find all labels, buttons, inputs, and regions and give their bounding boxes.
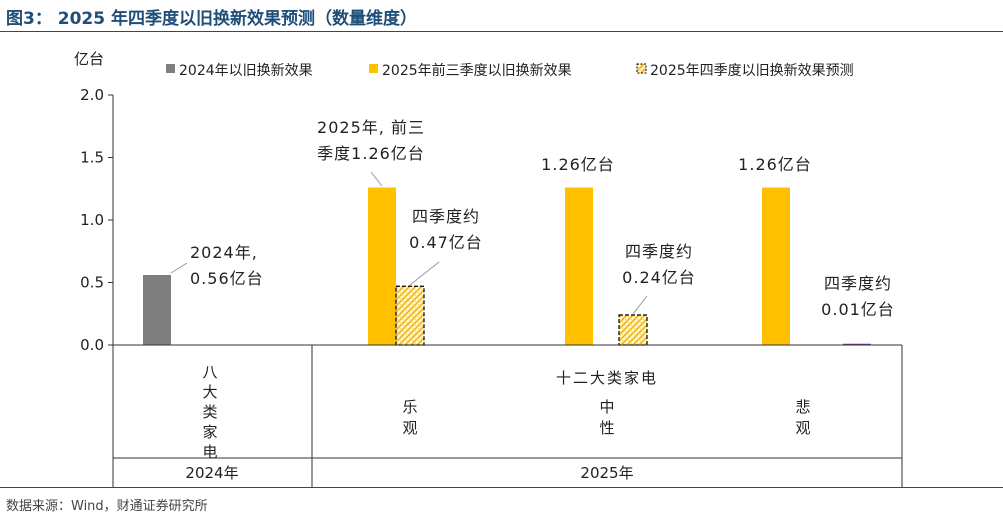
data-label: 1.26亿台 xyxy=(541,155,615,174)
y-tick-label: 0.5 xyxy=(80,274,104,292)
leader-line xyxy=(409,261,440,286)
legend-label: 2025年前三季度以旧换新效果 xyxy=(382,62,572,79)
bar-chart: 亿台 2024年以旧换新效果 2025年前三季度以旧换新效果 2025年四季度以旧换… xyxy=(74,50,903,488)
x-category-label: 大 xyxy=(202,383,217,401)
x-category-label: 类 xyxy=(202,403,217,421)
x-category-label: 性 xyxy=(599,419,614,437)
x-year-label: 2024年 xyxy=(185,464,238,482)
data-label: 四季度约 xyxy=(625,242,693,261)
legend-swatch xyxy=(636,63,647,74)
y-tick-label: 2.0 xyxy=(80,86,104,104)
data-label: 季度1.26亿台 xyxy=(317,144,425,163)
chart-title: 图3： 2025 年四季度以旧换新效果预测（数量维度） xyxy=(6,9,417,29)
bars xyxy=(143,187,871,346)
legend-label: 2025年四季度以旧换新效果预测 xyxy=(650,62,854,79)
data-label: 1.26亿台 xyxy=(738,155,812,174)
x-category-label: 观 xyxy=(402,419,417,437)
data-label: 2025年, 前三 xyxy=(317,118,425,137)
y-axis-ticks: 2.0 1.5 1.0 0.5 0.0 xyxy=(80,86,114,354)
leader-line xyxy=(170,262,188,274)
x-category-label: 观 xyxy=(795,419,810,437)
data-label: 0.56亿台 xyxy=(190,269,264,288)
bar xyxy=(618,314,648,346)
legend-swatch xyxy=(166,64,175,73)
data-label: 四季度约 xyxy=(412,207,480,226)
bar xyxy=(368,187,396,345)
bar xyxy=(565,187,593,345)
footer-rule xyxy=(0,487,1003,488)
data-label: 0.01亿台 xyxy=(821,300,895,319)
leader-line xyxy=(632,295,648,315)
bar xyxy=(843,343,871,345)
x-category-label: 悲 xyxy=(795,398,810,416)
x-category-label: 家 xyxy=(202,423,217,441)
x-category-label: 电 xyxy=(202,443,217,461)
y-axis-label: 亿台 xyxy=(74,50,104,68)
y-tick-label: 1.5 xyxy=(80,149,104,167)
x-year-label: 2025年 xyxy=(580,464,633,482)
x-category-label: 乐 xyxy=(402,398,417,416)
y-tick-label: 1.0 xyxy=(80,211,104,229)
x-category-label: 中 xyxy=(599,398,614,416)
bar xyxy=(395,285,425,346)
source-note: 数据来源：Wind，财通证券研究所 xyxy=(6,499,208,514)
title-rule xyxy=(0,31,1003,32)
y-tick-label: 0.0 xyxy=(80,336,104,354)
data-label: 2024年, xyxy=(190,243,258,262)
legend: 2024年以旧换新效果 2025年前三季度以旧换新效果 2025年四季度以旧换新效果… xyxy=(166,62,854,79)
data-label: 四季度约 xyxy=(824,274,892,293)
data-label: 0.24亿台 xyxy=(622,268,696,287)
legend-label: 2024年以旧换新效果 xyxy=(179,62,313,79)
bar xyxy=(762,187,790,345)
data-label: 0.47亿台 xyxy=(409,233,483,252)
x-category-label: 八 xyxy=(202,363,217,381)
legend-swatch xyxy=(369,64,378,73)
bar xyxy=(143,275,171,345)
x-group-label: 十二大类家电 xyxy=(556,369,658,387)
leader-line xyxy=(370,171,383,187)
